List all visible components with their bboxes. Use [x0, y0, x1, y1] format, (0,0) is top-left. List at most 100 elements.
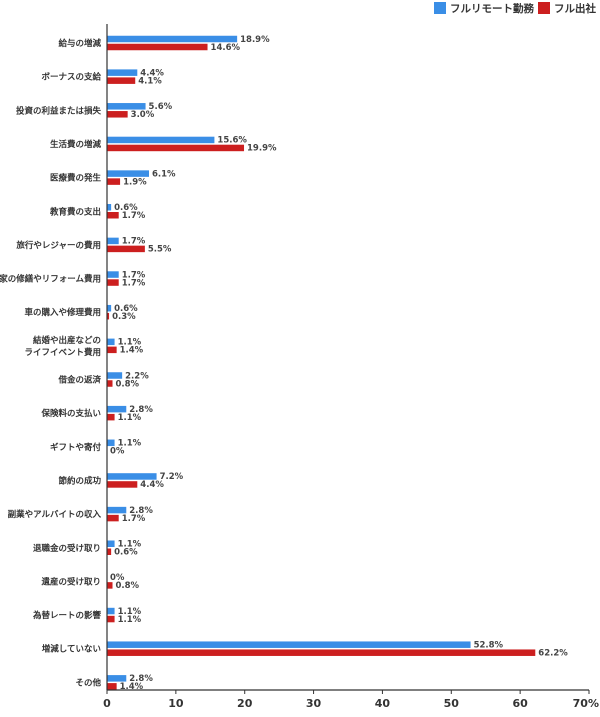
value-label-0-7: 1.7%	[122, 270, 146, 280]
bar-0-3	[107, 136, 215, 144]
category-label-15: 退職金の受け取り	[33, 543, 101, 554]
category-label-18: 増減していない	[42, 644, 101, 655]
value-label-1-2: 3.0%	[131, 110, 155, 120]
value-label-0-6: 1.7%	[122, 237, 146, 247]
value-label-1-10: 0.8%	[116, 379, 140, 389]
bar-0-11	[107, 405, 127, 413]
x-tick-label-0: 0	[103, 697, 111, 710]
bar-1-5	[107, 212, 119, 219]
category-label-9: 結婚や出産などのライフイベント費用	[24, 335, 101, 358]
category-label-12: ギフトや寄付	[50, 442, 102, 453]
value-label-1-3: 19.9%	[247, 144, 277, 154]
bar-0-0	[107, 35, 238, 43]
x-tick-label-5: 50	[444, 697, 460, 710]
bar-1-19	[107, 683, 117, 690]
category-label-8: 車の購入や修理費用	[24, 307, 101, 318]
value-label-1-17: 1.1%	[118, 615, 142, 625]
value-label-0-5: 0.6%	[114, 203, 138, 213]
bar-1-8	[107, 312, 110, 320]
category-label-17: 為替レートの影響	[32, 610, 102, 621]
category-label-2: 投資の利益または損失	[16, 105, 102, 116]
value-label-0-16: 0%	[110, 573, 125, 583]
bar-1-6	[107, 245, 145, 253]
bar-0-5	[107, 204, 112, 211]
category-label-10: 借金の返済	[57, 375, 101, 386]
category-label-5: 教育費の支出	[49, 206, 101, 217]
value-label-1-6: 5.5%	[148, 245, 172, 255]
bar-1-11	[107, 413, 115, 421]
bar-0-8	[107, 304, 112, 312]
value-label-0-2: 5.6%	[149, 102, 173, 112]
value-label-1-11: 1.1%	[118, 413, 142, 423]
x-tick-label-1: 10	[168, 697, 184, 710]
bar-1-7	[107, 279, 119, 286]
bar-0-14	[107, 506, 127, 514]
value-label-0-14: 2.8%	[129, 506, 153, 516]
bar-1-17	[107, 615, 115, 623]
bar-1-3	[107, 144, 245, 152]
bar-0-10	[107, 372, 123, 379]
value-label-1-1: 4.1%	[138, 76, 162, 86]
x-tick-label-4: 40	[375, 697, 391, 710]
bar-0-17	[107, 607, 115, 615]
category-label-14: 副業やアルバイトの収入	[8, 509, 102, 520]
legend: フルリモート勤務 フル出社	[434, 2, 596, 15]
x-tick-label-3: 30	[306, 697, 322, 710]
bar-1-13	[107, 481, 138, 488]
category-label-1: ボーナスの支給	[41, 72, 101, 83]
value-label-0-1: 4.4%	[140, 68, 164, 78]
bar-1-1	[107, 77, 136, 84]
category-label-7: 家の修繕やリフォーム費用	[0, 274, 101, 285]
value-label-1-19: 1.4%	[120, 682, 144, 692]
bar-0-4	[107, 170, 150, 177]
legend-label-0: フルリモート勤務	[450, 2, 534, 15]
bar-0-1	[107, 69, 138, 76]
category-label-16: 遺産の受け取り	[40, 576, 101, 587]
value-label-0-13: 7.2%	[160, 472, 184, 482]
value-label-1-16: 0.8%	[116, 581, 140, 591]
bar-1-9	[107, 346, 117, 354]
category-label-13: 節約の成功	[58, 475, 101, 486]
value-label-0-18: 52.8%	[474, 640, 504, 650]
bar-0-6	[107, 237, 119, 245]
value-label-1-15: 0.6%	[114, 548, 138, 558]
value-label-0-12: 1.1%	[118, 439, 142, 449]
category-label-6: 旅行やレジャーの費用	[15, 240, 101, 251]
value-label-1-13: 4.4%	[140, 480, 164, 490]
value-label-1-7: 1.7%	[122, 278, 146, 288]
bar-1-16	[107, 582, 113, 589]
bar-1-0	[107, 43, 208, 51]
value-label-1-8: 0.3%	[112, 312, 136, 322]
bars	[107, 35, 536, 690]
bar-1-15	[107, 548, 112, 555]
bar-0-13	[107, 473, 157, 480]
bar-1-10	[107, 380, 113, 387]
bar-0-7	[107, 271, 119, 278]
value-label-1-12: 0%	[110, 447, 125, 457]
value-label-0-17: 1.1%	[118, 607, 142, 617]
category-label-0: 給与の増減	[58, 38, 101, 49]
value-label-0-4: 6.1%	[152, 169, 176, 179]
category-label-19: その他	[75, 677, 101, 688]
legend-swatch-0	[434, 2, 446, 14]
value-label-0-11: 2.8%	[129, 405, 153, 415]
bar-0-9	[107, 338, 115, 346]
bar-0-15	[107, 540, 115, 547]
value-label-0-3: 15.6%	[217, 136, 247, 146]
value-label-0-19: 2.8%	[129, 674, 153, 684]
bar-0-2	[107, 103, 146, 110]
category-label-3: 生活費の増減	[50, 139, 102, 150]
value-label-0-8: 0.6%	[114, 304, 138, 314]
bar-1-14	[107, 514, 119, 522]
bar-0-18	[107, 641, 471, 648]
legend-swatch-1	[538, 2, 550, 14]
category-labels: 給与の増減ボーナスの支給投資の利益または損失生活費の増減医療費の発生教育費の支出…	[0, 38, 101, 688]
value-label-1-0: 14.6%	[211, 43, 241, 53]
x-axis: 0 10 20 30 40 50 60 70%	[103, 24, 599, 710]
bar-1-4	[107, 178, 121, 185]
value-label-1-14: 1.7%	[122, 514, 146, 524]
x-tick-label-6: 60	[512, 697, 528, 710]
bar-1-2	[107, 111, 128, 118]
x-tick-label-7: 70%	[573, 697, 599, 710]
